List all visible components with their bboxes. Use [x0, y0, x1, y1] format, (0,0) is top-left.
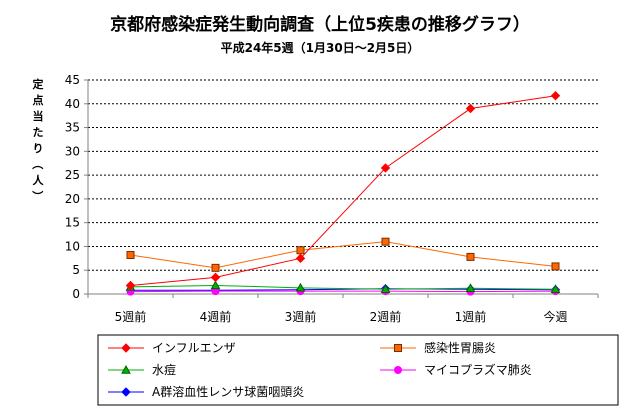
- axes: [84, 79, 599, 298]
- data-point: [380, 163, 391, 173]
- x-tick-label: 3週前: [285, 309, 317, 324]
- data-point: [380, 284, 391, 293]
- legend-marker: [121, 364, 131, 374]
- y-tick-label: 30: [65, 144, 80, 158]
- y-tick-label: 5: [72, 263, 80, 277]
- data-point: [551, 262, 560, 271]
- legend-entry: 感染性胃腸炎: [380, 340, 496, 355]
- y-tick-label: 45: [65, 73, 80, 87]
- y-tick-label: 40: [65, 97, 80, 111]
- legend-frame: [97, 334, 619, 406]
- y-axis-label-char: た: [33, 126, 44, 139]
- legend-entry: インフルエンザ: [108, 341, 236, 355]
- legend-entry: A群溶血性レンサ球菌咽頭炎: [108, 384, 304, 399]
- data-point: [125, 280, 136, 291]
- data-point: [550, 90, 561, 101]
- data-point: [211, 263, 220, 272]
- legend-marker: [394, 344, 402, 352]
- series-3: [125, 280, 561, 293]
- gridlines: [88, 79, 598, 271]
- series-line: [130, 284, 556, 290]
- data-point: [126, 251, 135, 260]
- y-tick-labels: 0 5 10 15 20 25 30 35 40 45: [65, 73, 80, 301]
- data-point: [466, 252, 475, 261]
- series-line: [130, 95, 556, 286]
- y-tick-label: 25: [65, 168, 80, 182]
- chart-subtitle: 平成24年5週（1月30日～2月5日）: [221, 40, 420, 55]
- legend-label: A群溶血性レンサ球菌咽頭炎: [152, 384, 304, 399]
- y-tick-label: 10: [65, 239, 80, 253]
- x-tick-label: 2週前: [370, 309, 402, 324]
- legend-label: 水痘: [152, 362, 176, 377]
- legend-marker: [121, 343, 131, 353]
- series-line: [130, 241, 556, 269]
- y-tick-label: 0: [72, 287, 80, 301]
- x-tick-labels: 5週前 4週前 3週前 2週前 1週前 今週: [115, 309, 568, 324]
- y-axis-label-char: 定: [33, 77, 44, 91]
- legend-label: 感染性胃腸炎: [424, 340, 496, 355]
- y-tick-label: 35: [65, 121, 80, 135]
- series-1: [125, 90, 561, 291]
- legend-label: マイコプラズマ肺炎: [424, 362, 532, 377]
- y-axis-label-char: 人: [33, 173, 45, 187]
- legend-label: インフルエンザ: [152, 341, 236, 355]
- x-tick-label: 今週: [543, 309, 567, 324]
- series-2: [126, 237, 560, 272]
- x-tick-label: 1週前: [455, 309, 487, 324]
- chart-title: 京都府感染症発生動向調査（上位5疾患の推移グラフ）: [110, 14, 530, 35]
- legend-marker: [394, 366, 402, 374]
- data-point: [295, 253, 306, 264]
- data-point: [550, 284, 561, 293]
- y-axis-label-char: （: [31, 159, 44, 170]
- y-axis-label-char: 点: [33, 93, 44, 107]
- data-point: [381, 237, 390, 246]
- legend-entry: マイコプラズマ肺炎: [380, 362, 532, 377]
- data-point: [295, 282, 306, 292]
- y-tick-label: 15: [65, 216, 80, 230]
- y-axis-label-char: ）: [31, 191, 44, 202]
- x-tick-label: 5週前: [115, 309, 147, 324]
- y-tick-label: 20: [65, 192, 80, 206]
- legend-marker: [121, 387, 131, 397]
- data-point: [465, 283, 476, 292]
- x-tick-label: 4週前: [200, 309, 232, 324]
- legend-entry: 水痘: [108, 362, 176, 377]
- y-axis-label-char: り: [33, 142, 44, 155]
- series-line: [130, 288, 556, 291]
- data-point: [296, 246, 305, 255]
- data-series: [125, 90, 561, 296]
- data-point: [210, 272, 221, 283]
- data-point: [465, 103, 476, 114]
- data-point: [210, 280, 221, 290]
- y-axis-label-char: 当: [33, 109, 44, 123]
